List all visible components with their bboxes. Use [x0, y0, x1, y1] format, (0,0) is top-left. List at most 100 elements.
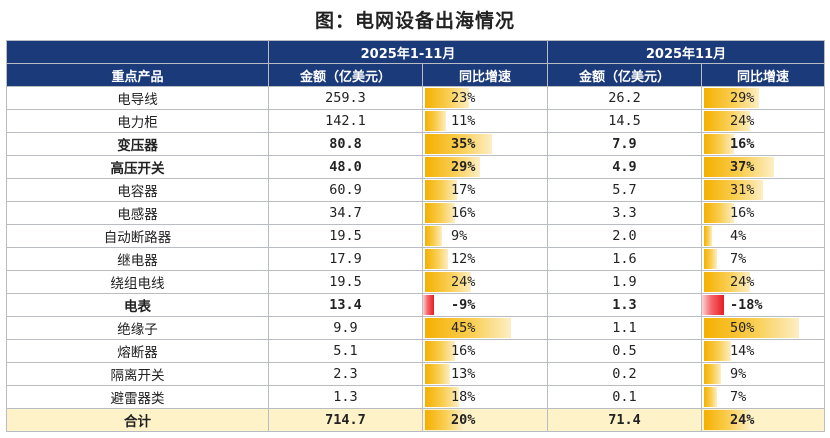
amount-a: 34.7 — [268, 201, 423, 225]
table-row: 继电器 17.9 12% 1.6 7% — [6, 247, 825, 271]
yoy-a: 13% — [422, 362, 548, 386]
product-name: 电感器 — [6, 201, 269, 225]
header-blank — [6, 40, 269, 64]
yoy-a: 35% — [422, 132, 548, 156]
total-label: 合计 — [6, 408, 269, 432]
yoy-a: 12% — [422, 247, 548, 271]
amount-b: 1.6 — [547, 247, 702, 271]
amount-b: 4.9 — [547, 155, 702, 179]
amount-a: 19.5 — [268, 224, 423, 248]
total-yoy-b: 24% — [701, 408, 825, 432]
amount-b: 1.1 — [547, 316, 702, 340]
yoy-b: 7% — [701, 247, 825, 271]
yoy-b: 4% — [701, 224, 825, 248]
table-row: 电容器 60.9 17% 5.7 31% — [6, 178, 825, 202]
yoy-value: 4% — [730, 228, 747, 244]
page-title: 图：电网设备出海情况 — [314, 10, 515, 32]
yoy-bar — [425, 249, 448, 269]
amount-b: 3.3 — [547, 201, 702, 225]
amount-b: 0.5 — [547, 339, 702, 363]
total-row: 合计 714.7 20% 71.4 24% — [6, 408, 825, 432]
yoy-bar — [425, 203, 456, 223]
yoy-bar — [423, 295, 434, 315]
yoy-bar — [704, 318, 799, 338]
yoy-bar — [704, 157, 775, 177]
yoy-a: 24% — [422, 270, 548, 294]
yoy-a: 18% — [422, 385, 548, 409]
table-row: 变压器 80.8 35% 7.9 16% — [6, 132, 825, 156]
yoy-value: 24% — [730, 412, 755, 428]
yoy-b: 37% — [701, 155, 825, 179]
yoy-value: 9% — [730, 366, 747, 382]
amount-b: 2.0 — [547, 224, 702, 248]
yoy-bar — [704, 226, 712, 246]
yoy-b: -18% — [701, 293, 825, 317]
table-row: 电感器 34.7 16% 3.3 16% — [6, 201, 825, 225]
yoy-bar — [704, 387, 718, 407]
amount-b: 1.3 — [547, 293, 702, 317]
yoy-value: 12% — [451, 251, 476, 267]
yoy-bar — [425, 157, 481, 177]
yoy-bar — [704, 111, 750, 131]
yoy-value: 14% — [730, 343, 755, 359]
yoy-value: 45% — [451, 320, 476, 336]
product-name: 熔断器 — [6, 339, 269, 363]
yoy-bar — [425, 180, 458, 200]
yoy-b: 14% — [701, 339, 825, 363]
yoy-bar — [704, 272, 750, 292]
table-row: 高压开关 48.0 29% 4.9 37% — [6, 155, 825, 179]
yoy-bar — [704, 203, 735, 223]
yoy-bar — [702, 295, 724, 315]
yoy-value: 24% — [730, 113, 755, 129]
yoy-value: 35% — [451, 136, 476, 152]
yoy-bar — [425, 387, 460, 407]
amount-b-column-header: 金额（亿美元） — [547, 63, 702, 87]
yoy-value: 7% — [730, 389, 747, 405]
yoy-a: 45% — [422, 316, 548, 340]
yoy-bar — [425, 341, 456, 361]
amount-a: 142.1 — [268, 109, 423, 133]
product-name: 高压开关 — [6, 155, 269, 179]
yoy-bar — [425, 318, 511, 338]
yoy-bar — [425, 111, 446, 131]
yoy-bar — [704, 364, 722, 384]
yoy-b: 29% — [701, 86, 825, 110]
yoy-bar — [704, 249, 718, 269]
amount-a: 80.8 — [268, 132, 423, 156]
yoy-bar — [425, 88, 469, 108]
yoy-value: 24% — [451, 274, 476, 290]
yoy-a: -9% — [422, 293, 548, 317]
yoy-value: 11% — [451, 113, 476, 129]
yoy-bar — [704, 410, 750, 430]
yoy-b: 7% — [701, 385, 825, 409]
yoy-b-column-header: 同比增速 — [701, 63, 825, 87]
yoy-a-column-header: 同比增速 — [422, 63, 548, 87]
yoy-value: 20% — [451, 412, 476, 428]
yoy-b: 9% — [701, 362, 825, 386]
yoy-bar — [704, 180, 763, 200]
amount-b: 0.2 — [547, 362, 702, 386]
amount-b: 26.2 — [547, 86, 702, 110]
yoy-value: 29% — [451, 159, 476, 175]
yoy-value: 29% — [730, 90, 755, 106]
product-name: 电容器 — [6, 178, 269, 202]
yoy-a: 29% — [422, 155, 548, 179]
product-name: 电力柜 — [6, 109, 269, 133]
yoy-a: 23% — [422, 86, 548, 110]
yoy-value: -18% — [730, 297, 763, 313]
yoy-bar — [425, 272, 471, 292]
yoy-value: 16% — [730, 205, 755, 221]
amount-b: 7.9 — [547, 132, 702, 156]
product-name: 电表 — [6, 293, 269, 317]
table-row: 避雷器类 1.3 18% 0.1 7% — [6, 385, 825, 409]
yoy-a: 16% — [422, 339, 548, 363]
yoy-value: 23% — [451, 90, 476, 106]
table-row: 隔离开关 2.3 13% 0.2 9% — [6, 362, 825, 386]
amount-a: 19.5 — [268, 270, 423, 294]
export-table: 2025年1-11月 2025年11月 重点产品 金额（亿美元） 同比增速 金额… — [6, 40, 825, 432]
period-b-header: 2025年11月 — [547, 40, 825, 64]
yoy-bar — [704, 134, 735, 154]
yoy-b: 31% — [701, 178, 825, 202]
yoy-value: 9% — [451, 228, 468, 244]
yoy-value: 24% — [730, 274, 755, 290]
